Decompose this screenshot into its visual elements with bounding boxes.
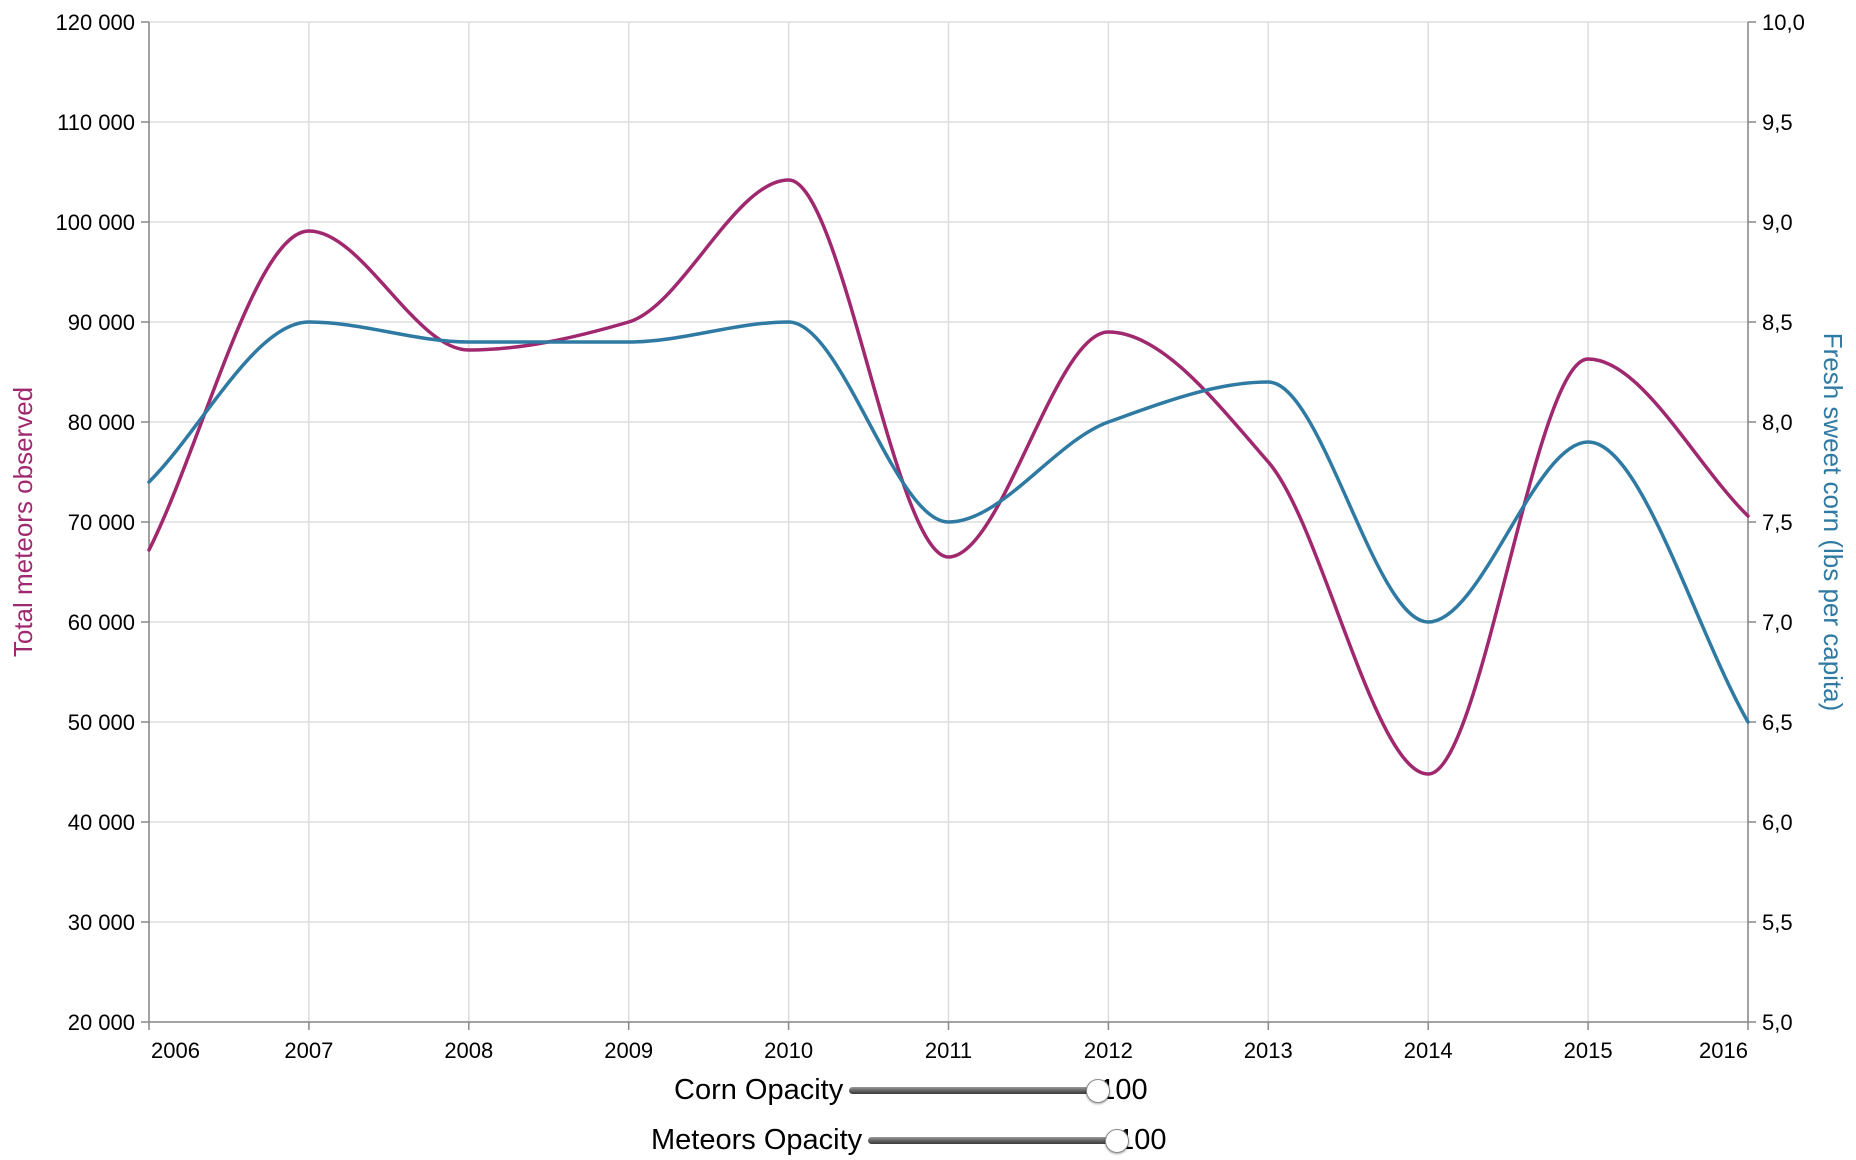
corn-series-line (147, 320, 1750, 724)
meteors-opacity-slider[interactable] (868, 1128, 1130, 1153)
corn-opacity-slider-track[interactable] (849, 1086, 1098, 1094)
x-tick-label: 2007 (284, 1038, 333, 1063)
corn-opacity-slider[interactable] (849, 1078, 1111, 1103)
corn-opacity-slider-thumb[interactable] (1086, 1078, 1111, 1103)
x-tick-label: 2016 (1699, 1038, 1748, 1063)
x-tick-label: 2012 (1084, 1038, 1133, 1063)
meteors-series-line (147, 178, 1750, 776)
left-tick-label: 100 000 (55, 210, 135, 235)
left-tick-label: 90 000 (68, 310, 135, 335)
left-tick-label: 30 000 (68, 910, 135, 935)
left-tick-label: 60 000 (68, 610, 135, 635)
right-tick-label: 8,5 (1762, 310, 1793, 335)
left-tick-label: 110 000 (57, 110, 135, 135)
corn-opacity-label: Corn Opacity (674, 1074, 844, 1106)
left-tick-label: 40 000 (68, 810, 135, 835)
meteors-opacity-slider-track[interactable] (868, 1136, 1117, 1144)
meteors-opacity-control: Meteors Opacity 100 (651, 1124, 1167, 1157)
left-tick-label: 120 000 (55, 10, 135, 35)
right-tick-label: 7,5 (1762, 510, 1793, 535)
right-tick-label: 5,5 (1762, 910, 1793, 935)
x-tick-label: 2006 (151, 1038, 200, 1063)
left-tick-label: 50 000 (68, 710, 135, 735)
x-tick-label: 2010 (764, 1038, 813, 1063)
series-lines (147, 178, 1750, 776)
meteors-opacity-slider-thumb[interactable] (1105, 1128, 1130, 1153)
axis-labels: 20 000 30 000 40 000 50 000 60 000 70 000 80 0… (55, 10, 1804, 1063)
x-tick-label: 2014 (1404, 1038, 1453, 1063)
x-tick-label: 2011 (925, 1038, 972, 1063)
right-tick-label: 10,0 (1762, 10, 1805, 35)
x-tick-label: 2009 (604, 1038, 653, 1063)
right-tick-label: 6,5 (1762, 710, 1793, 735)
right-tick-label: 6,0 (1762, 810, 1793, 835)
x-tick-label: 2008 (444, 1038, 493, 1063)
left-tick-label: 80 000 (68, 410, 135, 435)
meteors-opacity-label: Meteors Opacity (651, 1124, 863, 1156)
right-tick-label: 9,5 (1762, 110, 1793, 135)
x-tick-label: 2015 (1564, 1038, 1613, 1063)
left-tick-label: 20 000 (68, 1010, 135, 1035)
right-tick-label: 9,0 (1762, 210, 1793, 235)
corn-opacity-control: Corn Opacity 100 (674, 1074, 1148, 1107)
axes (141, 21, 1756, 1030)
left-axis-title: Total meteors observed (8, 387, 38, 657)
right-tick-label: 8,0 (1762, 410, 1793, 435)
right-tick-label: 7,0 (1762, 610, 1793, 635)
right-tick-label: 5,0 (1762, 1010, 1793, 1035)
x-tick-label: 2013 (1244, 1038, 1293, 1063)
right-axis-title: Fresh sweet corn (lbs per capita) (1818, 333, 1848, 712)
left-tick-label: 70 000 (68, 510, 135, 535)
